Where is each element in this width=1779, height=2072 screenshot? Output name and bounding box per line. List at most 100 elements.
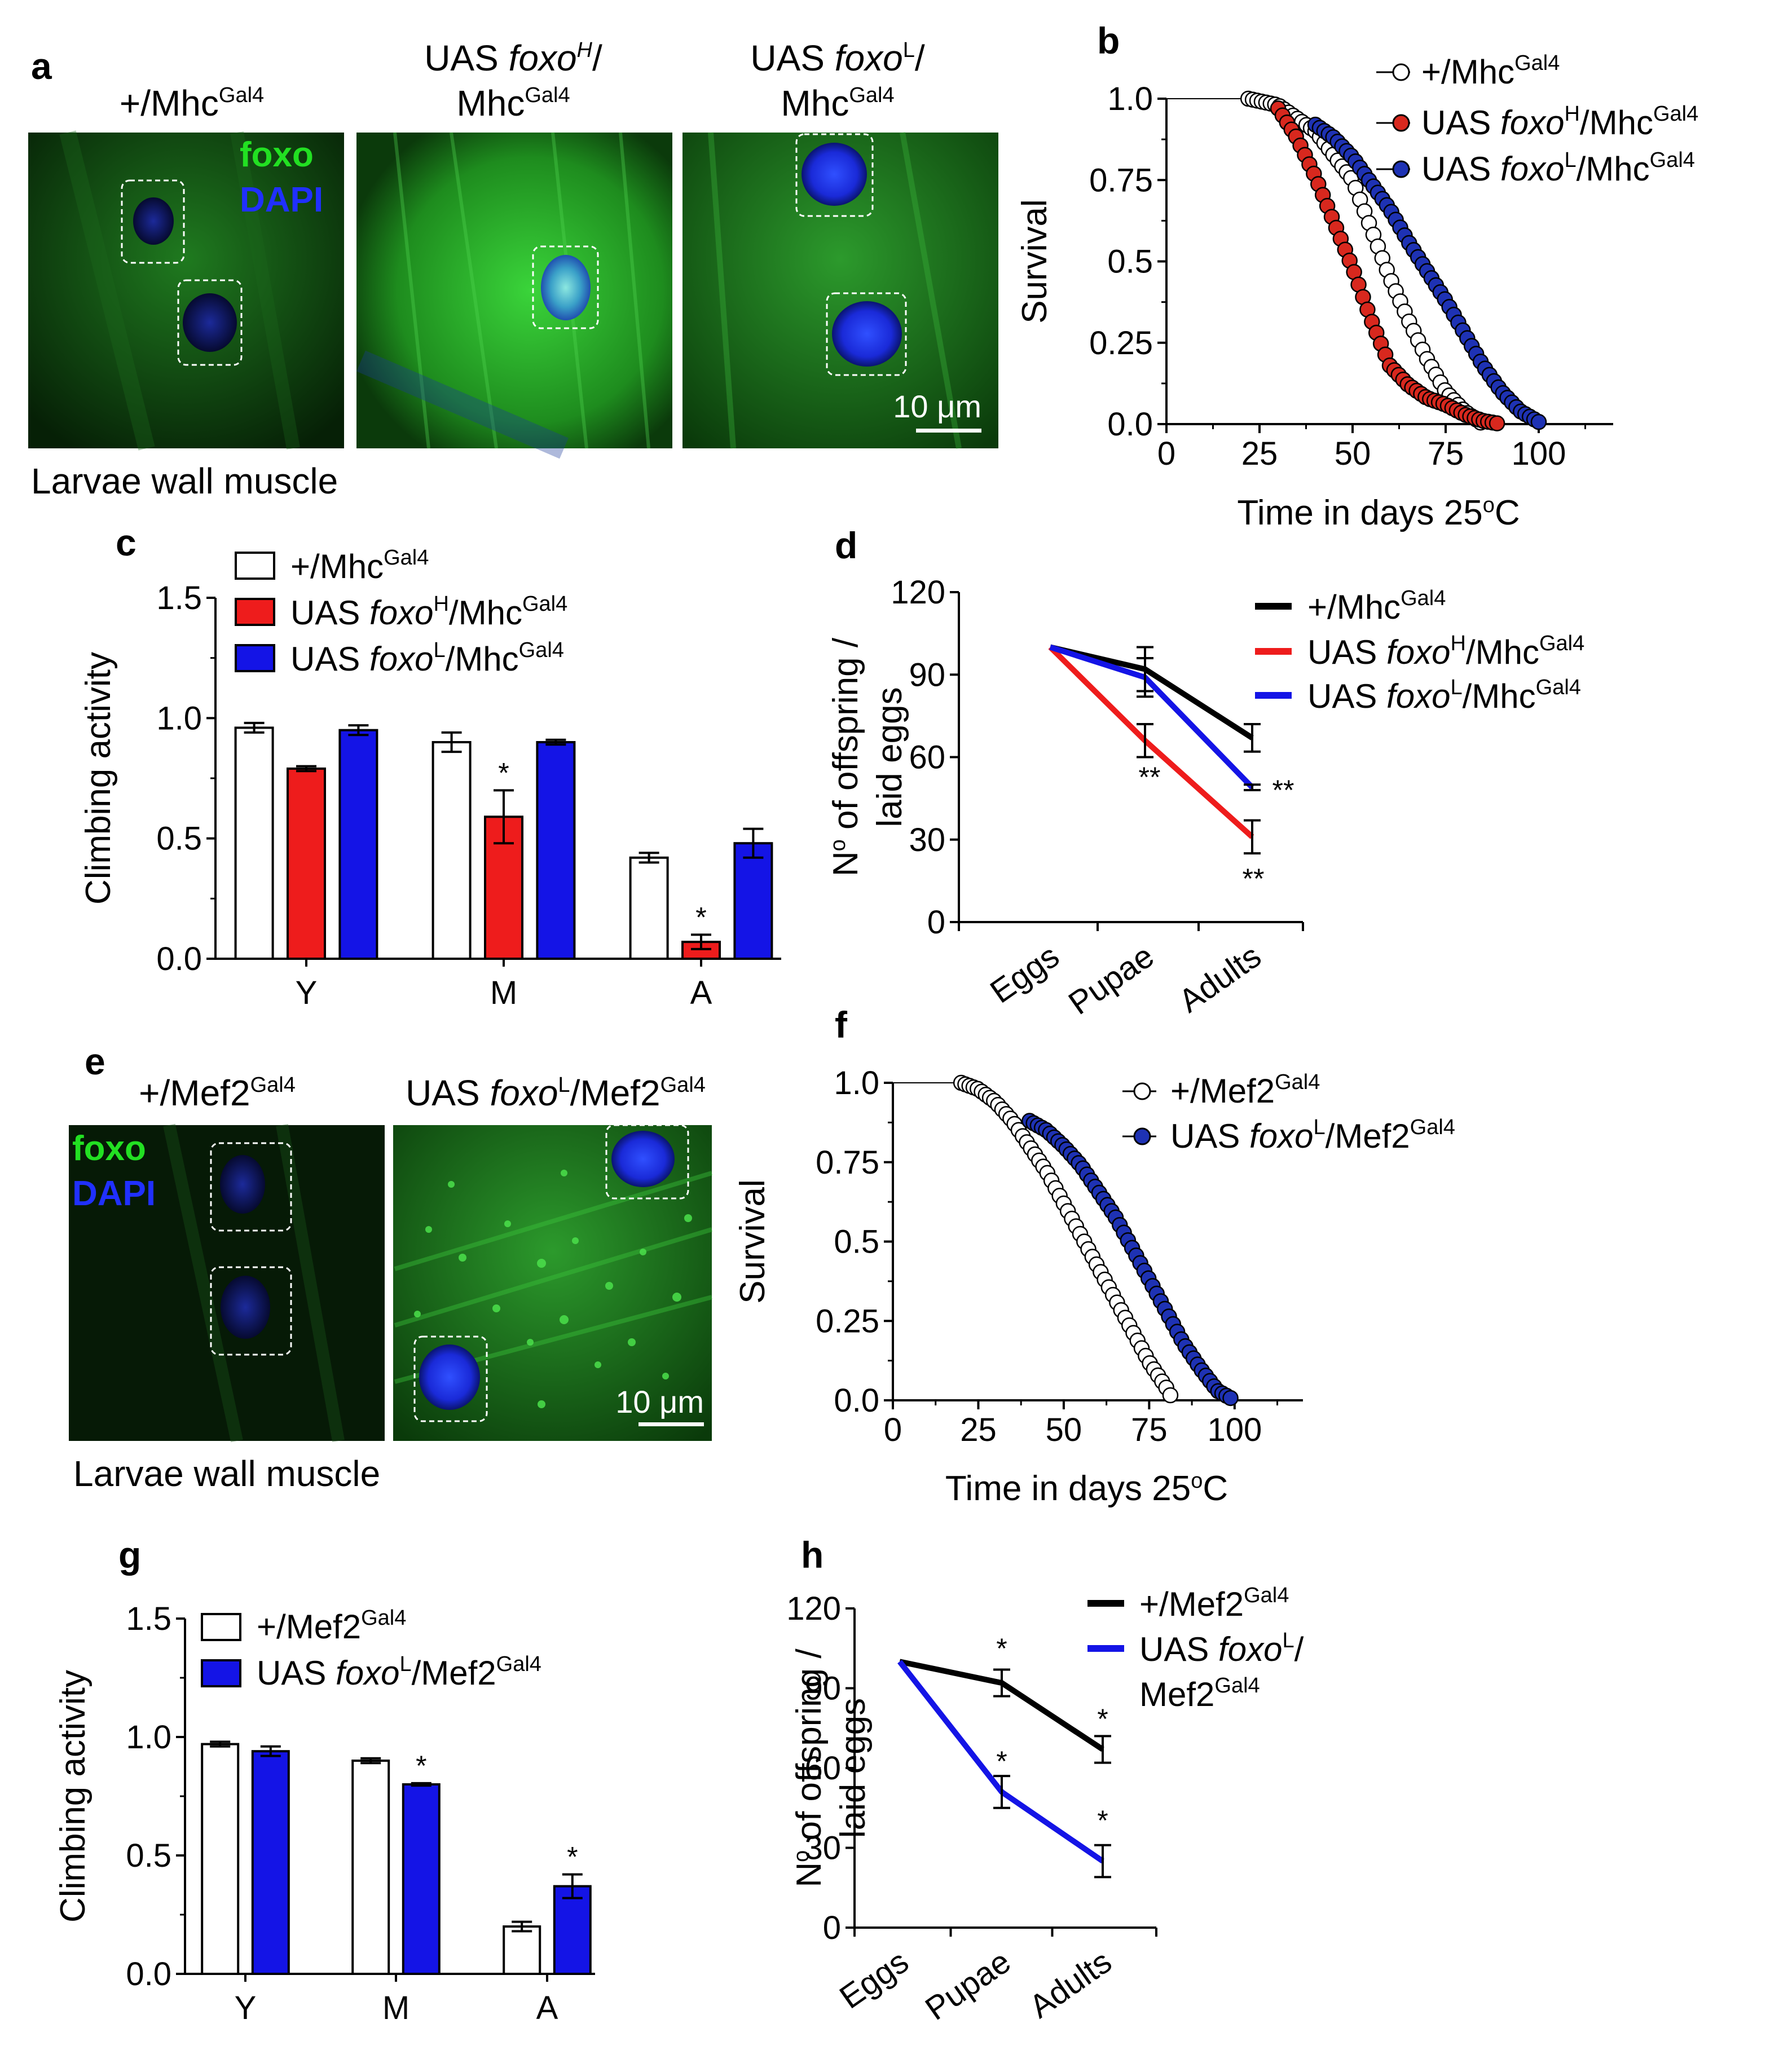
significance-mark: * <box>1097 1703 1108 1735</box>
chart-f-survival-mef2: 0.0 0.25 0.5 0.75 1.0 0 25 50 75 100 Survival Time … <box>733 1065 1303 1508</box>
x-axis-label: Time in days 25oC <box>945 1469 1228 1508</box>
x-tick-label: M <box>490 975 517 1011</box>
panel-letter-b: b <box>1097 20 1120 61</box>
legend-f: +/Mef2Gal4 UAS foxoL/Mef2Gal4 <box>1122 1070 1455 1155</box>
bar <box>536 741 576 960</box>
y-tick-label: 30 <box>909 822 945 858</box>
scale-bar-e <box>638 1422 704 1426</box>
x-tick-label: 100 <box>1512 435 1566 472</box>
bar <box>201 1743 240 1976</box>
bar <box>287 767 326 960</box>
y-tick-label: 0.5 <box>156 821 202 857</box>
legend-marker-f-wt <box>1133 1082 1151 1100</box>
y-tick-label: 1.0 <box>1107 81 1153 117</box>
y-tick-label: 0.0 <box>126 1956 171 1992</box>
stain-label-foxo-e: foxo <box>72 1129 146 1168</box>
legend-h-wt: +/Mef2Gal4 <box>1139 1584 1289 1623</box>
legend-marker-foxoL <box>1392 160 1410 178</box>
chart-d-offspring-mhc: 0 30 60 90 120 No of offspring / laid eggs Eggs… <box>826 574 1304 1022</box>
caption-a: Larvae wall muscle <box>31 461 338 501</box>
panel-letter-f: f <box>835 1004 848 1046</box>
chart-g-climbing-mef2: 0.0 0.5 1.0 1.5 Climbing activity Y M A * * <box>54 1601 595 2026</box>
legend-f-wt: +/Mef2Gal4 <box>1170 1070 1320 1110</box>
bar <box>503 1925 541 1975</box>
panel-letter-d: d <box>835 524 857 566</box>
legend-marker-f-foxoL <box>1133 1127 1151 1145</box>
legend-d-foxoL: UAS foxoL/MhcGal4 <box>1307 676 1581 715</box>
y-tick-label: 0.0 <box>156 941 202 977</box>
x-tick-label: M <box>382 1990 409 2026</box>
image-label-wt: +/MhcGal4 <box>120 83 264 124</box>
bar <box>431 741 472 960</box>
y-tick-label: 1.0 <box>156 700 202 737</box>
bar <box>351 1760 390 1975</box>
y-tick-label: 0.0 <box>1107 406 1153 443</box>
y-tick-label: 0.5 <box>126 1837 171 1874</box>
x-tick-label: 25 <box>1241 435 1278 472</box>
x-tick-label: 100 <box>1207 1412 1262 1448</box>
y-tick-label: 0.25 <box>1089 325 1153 362</box>
bar <box>251 1750 290 1975</box>
y-tick-label: 0 <box>823 1910 841 1946</box>
significance-mark: * <box>996 1633 1007 1664</box>
image-label-foxoL-line2: MhcGal4 <box>781 83 894 124</box>
x-tick-label: Y <box>296 975 318 1011</box>
nucleus <box>419 1344 480 1410</box>
image-label-e-foxoL: UAS foxoL/Mef2Gal4 <box>406 1073 706 1113</box>
legend-b: +/MhcGal4 UAS foxoH/MhcGal4 UAS foxoL/Mh… <box>1376 51 1698 188</box>
y-tick-label: 1.5 <box>156 580 202 616</box>
bar <box>553 1885 592 1976</box>
scale-bar <box>916 429 981 433</box>
stain-label-dapi: DAPI <box>240 180 323 219</box>
nucleus <box>832 301 902 367</box>
micrograph-e-wt: foxo DAPI <box>69 1123 385 1443</box>
legend-g: +/Mef2Gal4 UAS foxoL/Mef2Gal4 <box>201 1606 541 1692</box>
chart-c-climbing-mhc: 0.0 0.5 1.0 1.5 Climbing activity Y M A * * <box>79 580 781 1011</box>
y-tick-label: 0 <box>927 904 945 941</box>
legend-d-wt: +/MhcGal4 <box>1307 587 1446 626</box>
legend-g-wt: +/Mef2Gal4 <box>257 1606 406 1646</box>
legend-d: +/MhcGal4 UAS foxoH/MhcGal4 UAS foxoL/Mh… <box>1255 587 1584 715</box>
panel-letter-h: h <box>801 1534 824 1576</box>
bar <box>733 842 773 960</box>
significance-mark: * <box>1097 1805 1108 1836</box>
nucleus <box>220 1155 265 1214</box>
y-axis-label: Survival <box>1015 199 1054 324</box>
y-tick-label: 120 <box>891 574 945 611</box>
legend-b-foxoH: UAS foxoH/MhcGal4 <box>1421 102 1698 142</box>
nucleus <box>611 1131 675 1187</box>
stain-label-dapi-e: DAPI <box>72 1174 156 1213</box>
y-axis-label: Survival <box>733 1179 772 1304</box>
x-tick-label: Pupae <box>919 1943 1018 2027</box>
legend-c: +/MhcGal4 UAS foxoH/MhcGal4 UAS foxoL/Mh… <box>235 546 567 678</box>
legend-d-foxoH: UAS foxoH/MhcGal4 <box>1307 632 1584 671</box>
survival-point <box>1222 1390 1239 1407</box>
x-tick-label: Y <box>235 1990 257 2026</box>
nucleus <box>133 197 174 245</box>
significance-mark: ** <box>1272 774 1294 806</box>
legend-h-foxoL-line1: UAS foxoL/ <box>1139 1629 1304 1668</box>
y-tick-label: 90 <box>804 1670 841 1707</box>
x-tick-label: Eggs <box>833 1943 915 2016</box>
y-tick-label: 90 <box>909 656 945 693</box>
x-axis-label: Time in days 25oC <box>1237 493 1520 532</box>
y-axis-label-line1: No of offspring / <box>790 1648 829 1888</box>
x-tick-label: 50 <box>1046 1412 1082 1448</box>
nucleus <box>183 293 237 352</box>
legend-c-foxoH: UAS foxoH/MhcGal4 <box>290 592 567 632</box>
bar <box>402 1783 441 1975</box>
nucleus <box>541 255 591 320</box>
panel-letter-g: g <box>118 1534 141 1576</box>
image-label-foxoL-line1: UAS foxoL/ <box>750 38 924 78</box>
y-tick-label: 60 <box>909 739 945 776</box>
y-tick-label: 0.25 <box>816 1303 879 1339</box>
y-tick-label: 0.5 <box>834 1224 879 1260</box>
x-tick-label: Adults <box>1023 1943 1118 2025</box>
panel-letter-e: e <box>85 1041 105 1082</box>
nucleus <box>802 143 867 206</box>
chart-b-survival-mhc: 0.0 0.25 0.5 0.75 1.0 0 25 50 75 100 Survival Time … <box>1015 81 1613 532</box>
y-tick-label: 1.0 <box>834 1065 879 1101</box>
y-tick-label: 60 <box>804 1750 841 1787</box>
micrograph-a-foxoH <box>356 132 672 459</box>
